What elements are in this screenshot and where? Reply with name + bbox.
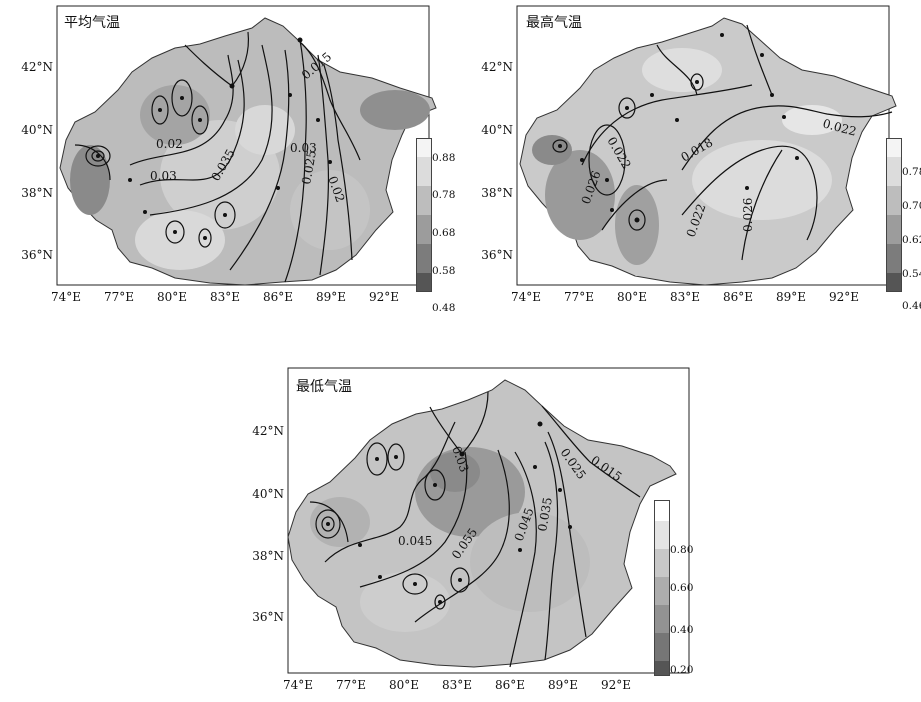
legend-swatch bbox=[655, 521, 669, 549]
lon-label-86: 86°E bbox=[494, 678, 526, 692]
panel-title: 最低气温 bbox=[294, 376, 354, 396]
legend-label: 0.54 bbox=[902, 268, 921, 280]
lon-label-92: 92°E bbox=[368, 290, 400, 304]
lat-label-36: 36°N bbox=[21, 248, 53, 262]
legend-swatch bbox=[417, 215, 431, 244]
lon-label-86: 86°E bbox=[722, 290, 754, 304]
lon-label-92: 92°E bbox=[600, 678, 632, 692]
map-max-temperature bbox=[516, 5, 897, 286]
legend-swatch bbox=[887, 273, 901, 291]
legend-swatch bbox=[655, 605, 669, 633]
lon-label-83: 83°E bbox=[669, 290, 701, 304]
legend-label: 0.78 bbox=[432, 189, 456, 201]
legend-swatch bbox=[655, 577, 669, 605]
lat-label-36: 36°N bbox=[252, 610, 284, 624]
legend-label: 0.46 bbox=[902, 300, 921, 312]
lat-label-40: 40°N bbox=[21, 123, 53, 137]
panel-min-temperature: 最低气温 42°N 40°N 38°N 36°N 74°E 77°E 80°E … bbox=[230, 362, 700, 702]
lat-label-42: 42°N bbox=[252, 424, 284, 438]
legend-label: 0.20 bbox=[670, 664, 694, 676]
lon-label-80: 80°E bbox=[616, 290, 648, 304]
lon-label-80: 80°E bbox=[388, 678, 420, 692]
panel-title: 平均气温 bbox=[62, 12, 122, 32]
legend-label: 0.68 bbox=[432, 227, 456, 239]
legend-swatch bbox=[887, 186, 901, 215]
legend-label: 0.80 bbox=[670, 544, 694, 556]
region-outline bbox=[519, 17, 897, 286]
legend-label: 0.60 bbox=[670, 582, 694, 594]
panel-mean-temperature: 平均气温 42°N 40°N 38°N 36°N 74°E 77°E 80°E … bbox=[0, 0, 460, 320]
color-legend bbox=[886, 138, 902, 292]
lon-label-74: 74°E bbox=[510, 290, 542, 304]
legend-swatch bbox=[887, 244, 901, 273]
legend-swatch bbox=[417, 244, 431, 273]
legend-label: 0.88 bbox=[432, 152, 456, 164]
legend-swatch bbox=[655, 661, 669, 675]
lon-label-89: 89°E bbox=[315, 290, 347, 304]
lat-label-38: 38°N bbox=[21, 186, 53, 200]
lon-label-77: 77°E bbox=[563, 290, 595, 304]
lat-label-36: 36°N bbox=[481, 248, 513, 262]
legend-label: 0.48 bbox=[432, 302, 456, 314]
map-mean-temperature bbox=[56, 5, 437, 286]
lon-label-74: 74°E bbox=[50, 290, 82, 304]
legend-label: 0.78 bbox=[902, 166, 921, 178]
legend-label: 0.58 bbox=[432, 265, 456, 277]
lat-label-40: 40°N bbox=[252, 487, 284, 501]
lat-label-42: 42°N bbox=[21, 60, 53, 74]
color-legend bbox=[654, 500, 670, 676]
lon-label-77: 77°E bbox=[335, 678, 367, 692]
legend-swatch bbox=[655, 633, 669, 661]
legend-swatch bbox=[417, 273, 431, 291]
lon-label-74: 74°E bbox=[282, 678, 314, 692]
lon-label-83: 83°E bbox=[441, 678, 473, 692]
panel-max-temperature: 最高气温 42°N 40°N 38°N 36°N 74°E 77°E 80°E … bbox=[462, 0, 921, 320]
lat-label-38: 38°N bbox=[481, 186, 513, 200]
lat-label-38: 38°N bbox=[252, 549, 284, 563]
lon-label-92: 92°E bbox=[828, 290, 860, 304]
legend-swatch bbox=[655, 549, 669, 577]
legend-label: 0.40 bbox=[670, 624, 694, 636]
lon-label-89: 89°E bbox=[547, 678, 579, 692]
lon-label-89: 89°E bbox=[775, 290, 807, 304]
legend-swatch bbox=[417, 157, 431, 186]
legend-swatch bbox=[655, 501, 669, 521]
lon-label-80: 80°E bbox=[156, 290, 188, 304]
legend-swatch bbox=[417, 139, 431, 157]
lat-label-40: 40°N bbox=[481, 123, 513, 137]
legend-label: 0.70 bbox=[902, 200, 921, 212]
legend-swatch bbox=[887, 157, 901, 186]
lon-label-83: 83°E bbox=[209, 290, 241, 304]
panel-title: 最高气温 bbox=[524, 12, 584, 32]
lon-label-86: 86°E bbox=[262, 290, 294, 304]
lon-label-77: 77°E bbox=[103, 290, 135, 304]
legend-swatch bbox=[887, 215, 901, 244]
legend-swatch bbox=[417, 186, 431, 215]
legend-label: 0.62 bbox=[902, 234, 921, 246]
color-legend bbox=[416, 138, 432, 292]
legend-swatch bbox=[887, 139, 901, 157]
map-min-temperature bbox=[287, 367, 690, 674]
lat-label-42: 42°N bbox=[481, 60, 513, 74]
